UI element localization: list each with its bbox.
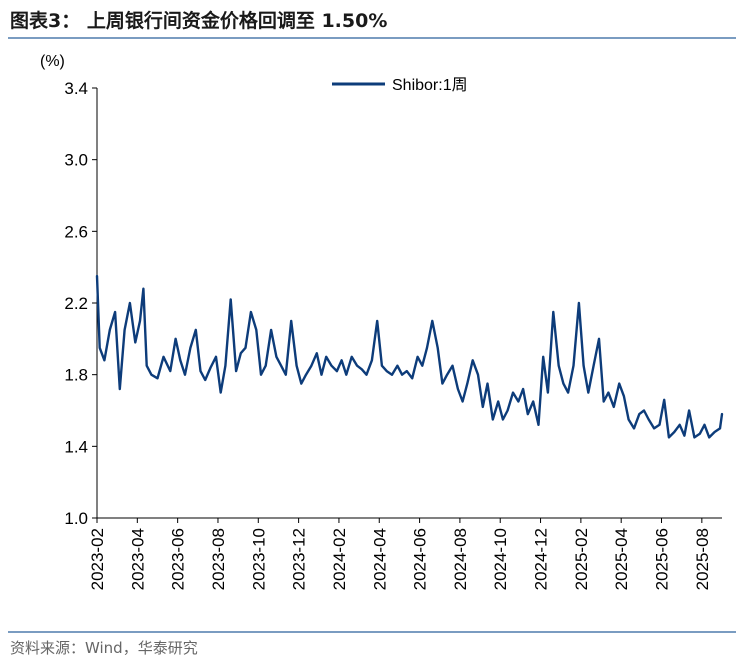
x-tick-label: 2025-02 (572, 528, 591, 590)
x-tick-label: 2025-06 (653, 528, 672, 590)
y-tick-label: 3.4 (64, 79, 88, 98)
y-axis: 1.0 1.4 1.8 2.2 2.6 3.0 3.4 (64, 79, 98, 528)
source-note: 资料来源：Wind，华泰研究 (10, 639, 198, 657)
x-tick-label: 2025-08 (693, 528, 712, 590)
x-axis: 2023-02 2023-04 2023-06 2023-08 2023-10 2023-… (88, 517, 722, 590)
x-tick-label: 2023-08 (209, 528, 228, 590)
y-tick-label: 3.0 (64, 151, 88, 170)
x-tick-label: 2023-02 (88, 528, 107, 590)
x-tick-label: 2024-02 (330, 528, 349, 590)
x-tick-label: 2024-04 (370, 528, 389, 590)
x-tick-label: 2024-08 (451, 528, 470, 590)
x-tick-label: 2023-10 (249, 528, 268, 590)
y-tick-label: 1.4 (64, 437, 88, 456)
x-tick-label: 2023-04 (128, 528, 147, 590)
y-tick-label: 1.8 (64, 366, 88, 385)
x-tick-label: 2024-10 (491, 528, 510, 590)
y-tick-label: 1.0 (64, 509, 88, 528)
legend: Shibor:1周 (332, 77, 468, 94)
x-tick-label: 2024-06 (411, 528, 430, 590)
title-rule (8, 37, 736, 39)
y-tick-label: 2.2 (64, 294, 88, 313)
y-tick-label: 2.6 (64, 222, 88, 241)
series-layer (95, 274, 724, 439)
chart-title: 图表3： 上周银行间资金价格回调至 1.50% (10, 10, 388, 32)
x-tick-label: 2024-12 (532, 528, 551, 590)
series-line (95, 274, 724, 439)
x-tick-label: 2023-06 (169, 528, 188, 590)
source-rule (8, 631, 736, 633)
x-tick-label: 2025-04 (612, 528, 631, 590)
y-axis-label: (%) (40, 53, 65, 70)
x-tick-label: 2023-12 (290, 528, 309, 590)
legend-label: Shibor:1周 (392, 77, 468, 94)
